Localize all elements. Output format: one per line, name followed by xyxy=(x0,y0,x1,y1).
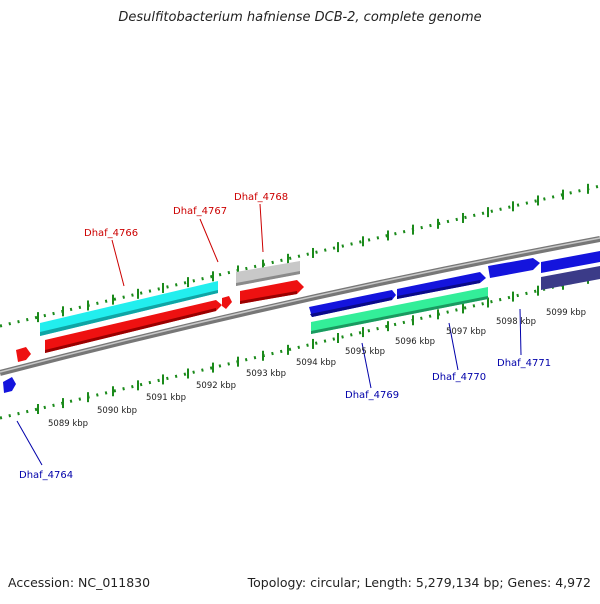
tick-label: 5096 kbp xyxy=(395,337,435,347)
gene-navy-bar[interactable] xyxy=(541,266,600,290)
gene-label-dhaf-4767[interactable]: Dhaf_4767 xyxy=(173,206,227,217)
gene-dhaf-4768-bar[interactable] xyxy=(236,261,300,286)
tick-label: 5095 kbp xyxy=(345,347,385,357)
gene-blue-fwd-1[interactable] xyxy=(488,258,540,278)
gene-label-dhaf-4768[interactable]: Dhaf_4768 xyxy=(234,192,288,203)
gene-label-dhaf-4766[interactable]: Dhaf_4766 xyxy=(84,228,138,239)
gene-dhaf-4767-bar[interactable] xyxy=(222,296,232,309)
tick-label: 5091 kbp xyxy=(146,393,186,403)
tick-label: 5094 kbp xyxy=(296,358,336,368)
tick-label: 5098 kbp xyxy=(496,317,536,327)
gene-red-right[interactable] xyxy=(240,280,304,304)
gene-label-dhaf-4771[interactable]: Dhaf_4771 xyxy=(497,358,551,369)
tick-label: 5092 kbp xyxy=(196,381,236,391)
leader-dhaf-4771 xyxy=(519,308,522,356)
leader-dhaf-4769 xyxy=(361,342,372,389)
gene-label-dhaf-4770[interactable]: Dhaf_4770 xyxy=(432,372,486,383)
major-ticks xyxy=(37,183,589,415)
gene-label-dhaf-4764[interactable]: Dhaf_4764 xyxy=(19,470,73,481)
upper-tick-track xyxy=(0,184,600,328)
gene-blue-small-left[interactable] xyxy=(3,377,16,393)
accession-text: Accession: NC_011830 xyxy=(8,575,151,590)
gene-blue-fwd-2[interactable] xyxy=(541,251,600,273)
leader-dhaf-4768 xyxy=(259,203,264,253)
tick-label: 5093 kbp xyxy=(246,369,286,379)
genome-backbone xyxy=(0,236,600,376)
gene-red-small-left[interactable] xyxy=(16,347,31,362)
map-title: Desulfitobacterium hafniense DCB-2, comp… xyxy=(118,10,482,25)
gene-label-dhaf-4769[interactable]: Dhaf_4769 xyxy=(345,390,399,401)
leader-dhaf-4764 xyxy=(16,420,43,466)
tick-label: 5090 kbp xyxy=(97,406,137,416)
tick-label: 5099 kbp xyxy=(546,308,586,318)
leader-dhaf-4770 xyxy=(448,322,459,371)
leader-dhaf-4767 xyxy=(199,218,219,263)
topology-summary-text: Topology: circular; Length: 5,279,134 bp… xyxy=(247,575,591,590)
tick-label: 5089 kbp xyxy=(48,419,88,429)
leader-dhaf-4766 xyxy=(111,239,125,287)
lower-tick-track xyxy=(0,274,600,420)
tick-label: 5097 kbp xyxy=(446,327,486,337)
